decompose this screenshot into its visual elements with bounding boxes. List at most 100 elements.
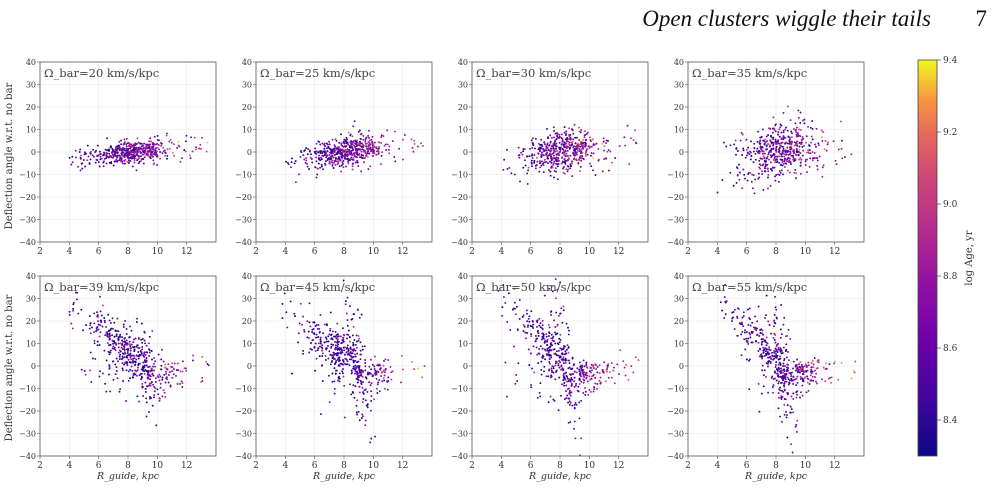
data-point [148,382,151,385]
data-point [130,365,133,368]
data-point [777,392,780,395]
data-point [314,349,317,352]
x-tick-label: 10 [584,461,596,471]
data-point [824,140,827,142]
data-point [582,373,585,376]
data-point [568,378,571,381]
data-point [330,343,333,346]
data-point [813,151,816,154]
data-point [285,311,288,314]
data-point [534,334,537,337]
data-point [118,155,121,158]
data-point [154,149,157,152]
data-point [335,147,338,150]
data-point [852,369,855,372]
data-point [131,345,134,348]
x-tick-label: 12 [181,247,192,257]
data-point [145,364,148,367]
data-point [786,157,789,160]
data-point [164,366,167,369]
data-point [157,353,160,356]
data-point [329,157,332,160]
data-point [794,168,797,171]
data-point [141,369,144,372]
data-point [111,317,114,320]
data-point [309,149,311,152]
data-point [336,341,338,344]
data-point [582,368,585,371]
data-point [534,137,537,140]
data-point [148,155,151,158]
data-point [134,360,137,363]
data-point [805,141,807,144]
page-header: Open clusters wiggle their tails 7 [0,0,1001,40]
data-point [352,341,355,344]
data-point [565,152,568,155]
data-point [774,138,777,141]
data-point [764,350,767,353]
data-point [130,329,133,332]
data-point [166,148,169,151]
data-point [630,365,633,368]
data-point [175,369,178,371]
data-point [531,147,534,149]
data-point [741,323,744,326]
data-point [350,139,352,142]
data-point [143,351,146,354]
data-point [777,133,779,136]
data-point [799,143,802,145]
x-tick-label: 6 [744,247,750,257]
data-point [591,138,594,141]
data-point [354,161,357,164]
data-point [145,153,148,156]
data-point [566,170,569,173]
data-point [306,336,309,339]
data-point [758,410,761,413]
data-point [154,387,157,390]
data-point [742,147,745,150]
data-point [558,341,561,344]
data-point [119,157,122,160]
data-point [368,144,371,146]
data-point [349,383,351,386]
data-point [137,363,140,366]
data-point [794,122,797,125]
data-point [777,346,780,349]
data-point [767,158,770,161]
data-point [114,343,117,346]
data-point [783,368,786,371]
data-point [574,437,577,440]
data-point [338,380,341,383]
data-point [355,404,358,407]
data-point [632,139,635,142]
x-tick-label: 4 [66,461,72,471]
data-point [523,325,526,328]
data-point [539,166,542,169]
data-point [350,369,353,372]
data-point [352,367,355,370]
data-point [149,157,152,160]
data-point [598,379,601,382]
data-point [144,387,147,390]
data-point [812,379,815,382]
data-point [596,371,599,374]
data-point [553,170,556,172]
data-point [367,134,370,137]
data-point [92,155,95,158]
data-point [772,143,775,146]
data-point [334,352,337,355]
data-point [322,332,325,335]
data-point [771,169,773,172]
data-point [797,135,799,138]
data-point [337,157,340,160]
data-point [841,139,843,142]
data-point [168,147,171,150]
data-point [607,149,610,151]
data-point [535,346,538,349]
data-point [356,360,359,363]
data-point [367,145,370,148]
data-point [161,376,164,379]
data-point [301,323,303,326]
data-point [572,146,575,149]
